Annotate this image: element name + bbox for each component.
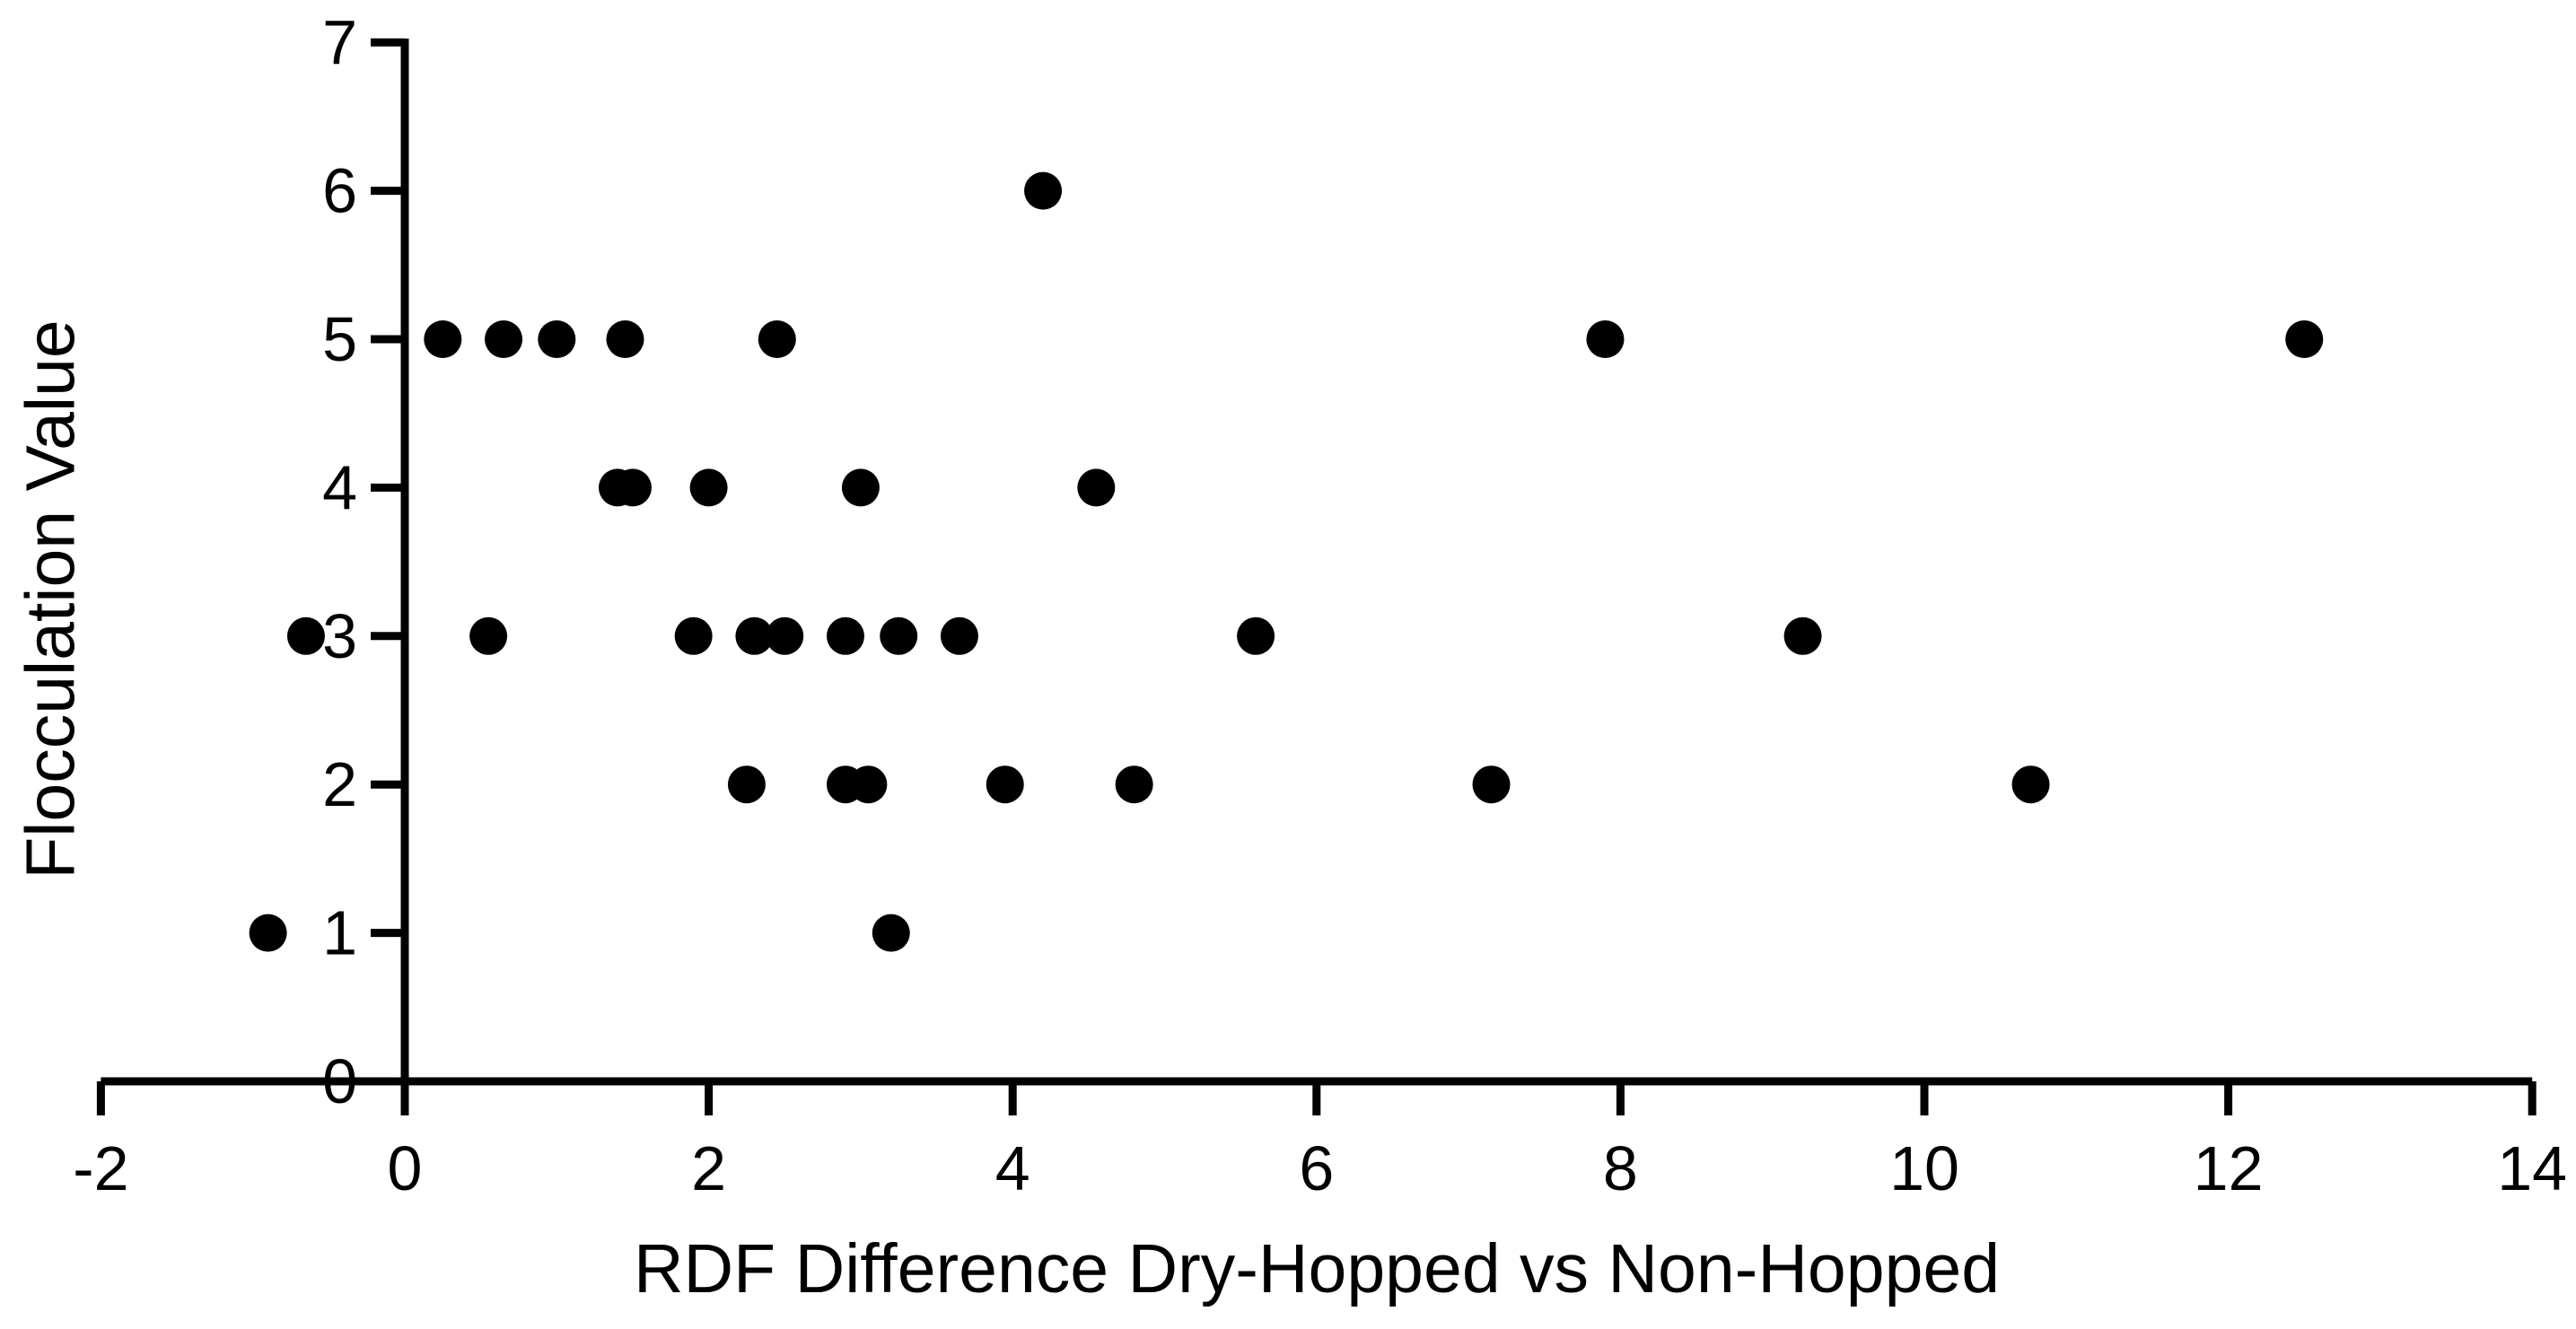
y-tick-label: 3 (322, 601, 357, 671)
data-point (880, 616, 918, 655)
data-point (424, 320, 462, 358)
x-tick-label: 2 (691, 1133, 726, 1203)
y-tick-label: 1 (322, 898, 357, 968)
data-point (766, 616, 804, 655)
data-point (613, 468, 652, 507)
x-tick-label: 0 (388, 1133, 423, 1203)
x-tick-label: 8 (1603, 1133, 1638, 1203)
data-point (1586, 320, 1625, 358)
data-point (469, 616, 508, 655)
y-tick-label: 4 (322, 452, 357, 522)
data-point (1237, 616, 1275, 655)
data-point (1115, 765, 1153, 804)
x-tick-label: 14 (2497, 1133, 2567, 1203)
data-point (249, 914, 287, 952)
data-point (841, 468, 880, 507)
data-point (1783, 616, 1822, 655)
data-point (485, 320, 523, 358)
data-point (689, 468, 728, 507)
data-point (1077, 468, 1116, 507)
data-point (986, 765, 1024, 804)
data-point (538, 320, 576, 358)
y-tick-label: 0 (322, 1046, 357, 1116)
y-tick-label: 6 (322, 156, 357, 226)
y-tick-label: 7 (322, 7, 357, 77)
x-axis-title: RDF Difference Dry-Hopped vs Non-Hopped (633, 1230, 2001, 1307)
y-tick-label: 2 (322, 749, 357, 819)
data-point (872, 914, 910, 952)
data-point (826, 616, 864, 655)
data-point (1024, 171, 1063, 210)
data-point (2285, 320, 2324, 358)
data-point (606, 320, 644, 358)
x-tick-label: 6 (1299, 1133, 1334, 1203)
x-tick-label: 10 (1889, 1133, 1959, 1203)
data-point (1472, 765, 1511, 804)
data-point (2011, 765, 2050, 804)
y-tick-label: 5 (322, 304, 357, 374)
data-point (674, 616, 713, 655)
data-point (849, 765, 888, 804)
data-point (940, 616, 978, 655)
y-axis-title: Flocculation Value (12, 319, 90, 879)
x-tick-label: 4 (995, 1133, 1030, 1203)
data-point (727, 765, 766, 804)
data-point (286, 616, 325, 655)
data-point (758, 320, 796, 358)
x-tick-label: 12 (2194, 1133, 2264, 1203)
x-tick-label: -2 (73, 1133, 128, 1203)
data-point (735, 616, 774, 655)
